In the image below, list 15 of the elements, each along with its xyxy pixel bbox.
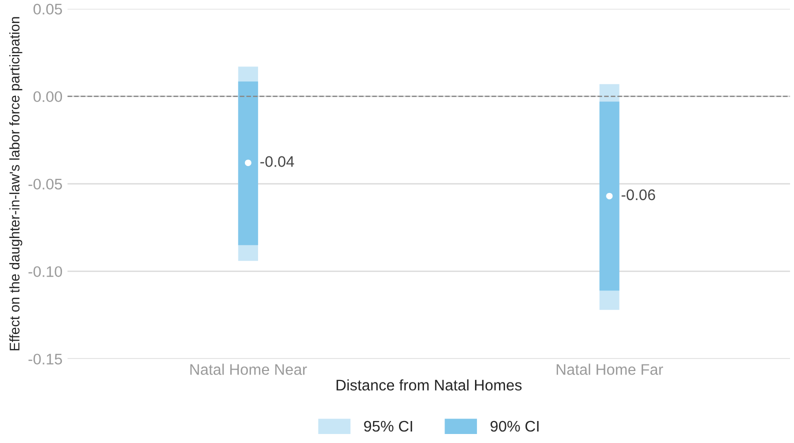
y-tick-label: -0.15	[28, 354, 62, 365]
y-axis-title: Effect on the daughter-in-law's labor force participation	[9, 17, 22, 350]
y-tick-label: 0.05	[33, 4, 62, 15]
x-tick-label: Natal Home Far	[556, 364, 664, 375]
bar	[599, 102, 620, 291]
x-tick-label: Natal Home Near	[190, 364, 307, 375]
legend-label: 90% CI	[490, 420, 539, 432]
data-label: -0.06	[622, 189, 656, 200]
y-tick-label: 0.00	[33, 91, 62, 102]
bar	[238, 81, 258, 246]
data-label: -0.04	[260, 156, 294, 167]
x-axis-title: Distance from Natal Homes	[336, 379, 522, 391]
legend-label: 95% CI	[364, 420, 412, 432]
y-tick-label: -0.10	[28, 266, 62, 278]
y-tick-label: -0.05	[28, 178, 62, 190]
